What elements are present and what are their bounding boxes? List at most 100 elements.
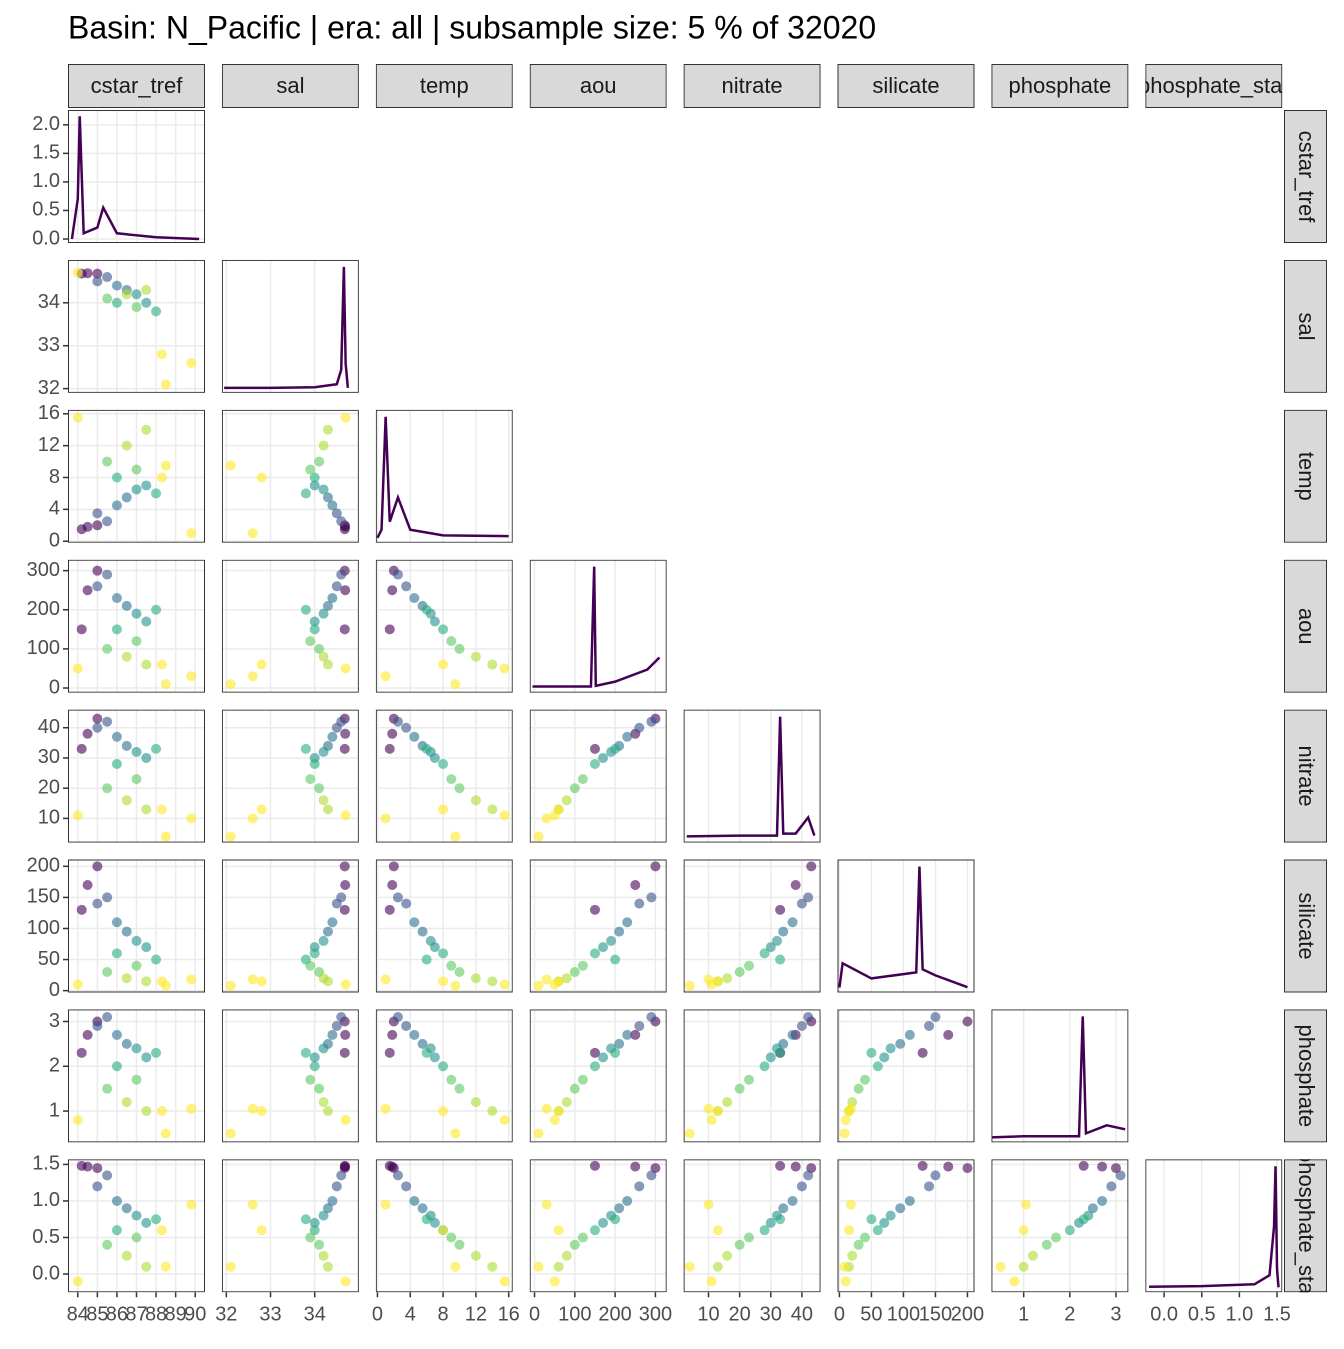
point <box>131 935 142 946</box>
point <box>743 960 754 971</box>
panel <box>68 1009 205 1143</box>
x-tick-label: 2 <box>1064 1304 1075 1326</box>
point <box>589 743 600 754</box>
point <box>417 1038 428 1049</box>
point <box>866 1214 877 1225</box>
point <box>610 1047 621 1058</box>
strip-box <box>1145 64 1283 108</box>
point <box>102 516 113 527</box>
point <box>885 1043 896 1054</box>
point <box>470 795 481 806</box>
point <box>111 917 122 928</box>
panel-background <box>991 1009 1129 1143</box>
row-strip: aou <box>1284 559 1327 693</box>
point <box>487 1261 498 1272</box>
point <box>340 1115 351 1126</box>
x-tick-label: 3 <box>1110 1304 1121 1326</box>
point <box>860 1074 871 1085</box>
x-tick-label: 89 <box>165 1304 187 1326</box>
point <box>314 783 325 794</box>
point <box>577 960 588 971</box>
y-tick-label: 0 <box>49 979 60 1001</box>
point <box>1009 1276 1020 1287</box>
point <box>111 948 122 959</box>
point <box>327 1195 338 1206</box>
column-strip: cstar_tref <box>68 64 205 108</box>
point <box>589 1061 600 1072</box>
point <box>438 1106 449 1117</box>
y-tick-label: 2.0 <box>32 113 60 135</box>
y-tick-label: 16 <box>38 402 60 424</box>
point <box>76 904 87 915</box>
panel-background <box>683 859 821 993</box>
panel <box>683 1159 821 1293</box>
point <box>300 1214 311 1225</box>
point <box>541 1199 552 1210</box>
point <box>380 1199 391 1210</box>
column-strip: silicate <box>837 64 975 108</box>
point <box>866 1047 877 1058</box>
point <box>845 1103 856 1114</box>
point <box>131 1210 142 1221</box>
point <box>895 1038 906 1049</box>
point <box>589 1047 600 1058</box>
point <box>336 516 347 527</box>
point <box>553 976 564 987</box>
strip-box <box>683 64 821 108</box>
point <box>309 1061 320 1072</box>
point <box>156 472 167 483</box>
y-tick-label: 1.5 <box>32 142 60 164</box>
point <box>533 1261 544 1272</box>
point <box>429 942 440 953</box>
point <box>141 1052 152 1063</box>
point <box>499 663 510 674</box>
y-tick-label: 12 <box>38 434 60 456</box>
point <box>796 1020 807 1031</box>
point <box>121 795 132 806</box>
panel <box>529 559 667 693</box>
point <box>131 960 142 971</box>
point <box>322 976 333 987</box>
point <box>225 1261 236 1272</box>
point <box>111 593 122 604</box>
point <box>917 1047 928 1058</box>
point <box>331 898 342 909</box>
point <box>924 1181 935 1192</box>
point <box>102 272 113 283</box>
point <box>703 974 714 985</box>
point <box>409 1195 420 1206</box>
point <box>340 412 351 423</box>
panel-border <box>221 709 359 843</box>
point <box>309 480 320 491</box>
point <box>392 716 403 727</box>
point <box>92 898 103 909</box>
point <box>706 1276 717 1287</box>
panel-border <box>221 1159 359 1293</box>
point <box>553 1225 564 1236</box>
point <box>76 743 87 754</box>
point <box>300 604 311 615</box>
panel-background <box>529 559 667 693</box>
panel <box>68 1159 205 1293</box>
row-strip: phosphate <box>1284 1009 1327 1143</box>
point <box>327 1029 338 1040</box>
point <box>160 831 171 842</box>
point <box>712 1106 723 1117</box>
point <box>589 1160 600 1171</box>
point <box>121 492 132 503</box>
strip-label: temp <box>1294 452 1319 501</box>
point <box>131 774 142 785</box>
point <box>111 297 122 308</box>
point <box>225 679 236 690</box>
point <box>331 581 342 592</box>
point <box>589 759 600 770</box>
x-tick-label: 33 <box>259 1304 281 1326</box>
point <box>487 804 498 815</box>
point <box>309 1217 320 1228</box>
point <box>327 593 338 604</box>
point <box>387 879 398 890</box>
column-strip: sal <box>221 64 359 108</box>
point <box>1087 1203 1098 1214</box>
strip-box <box>221 64 359 108</box>
point <box>622 1195 633 1206</box>
